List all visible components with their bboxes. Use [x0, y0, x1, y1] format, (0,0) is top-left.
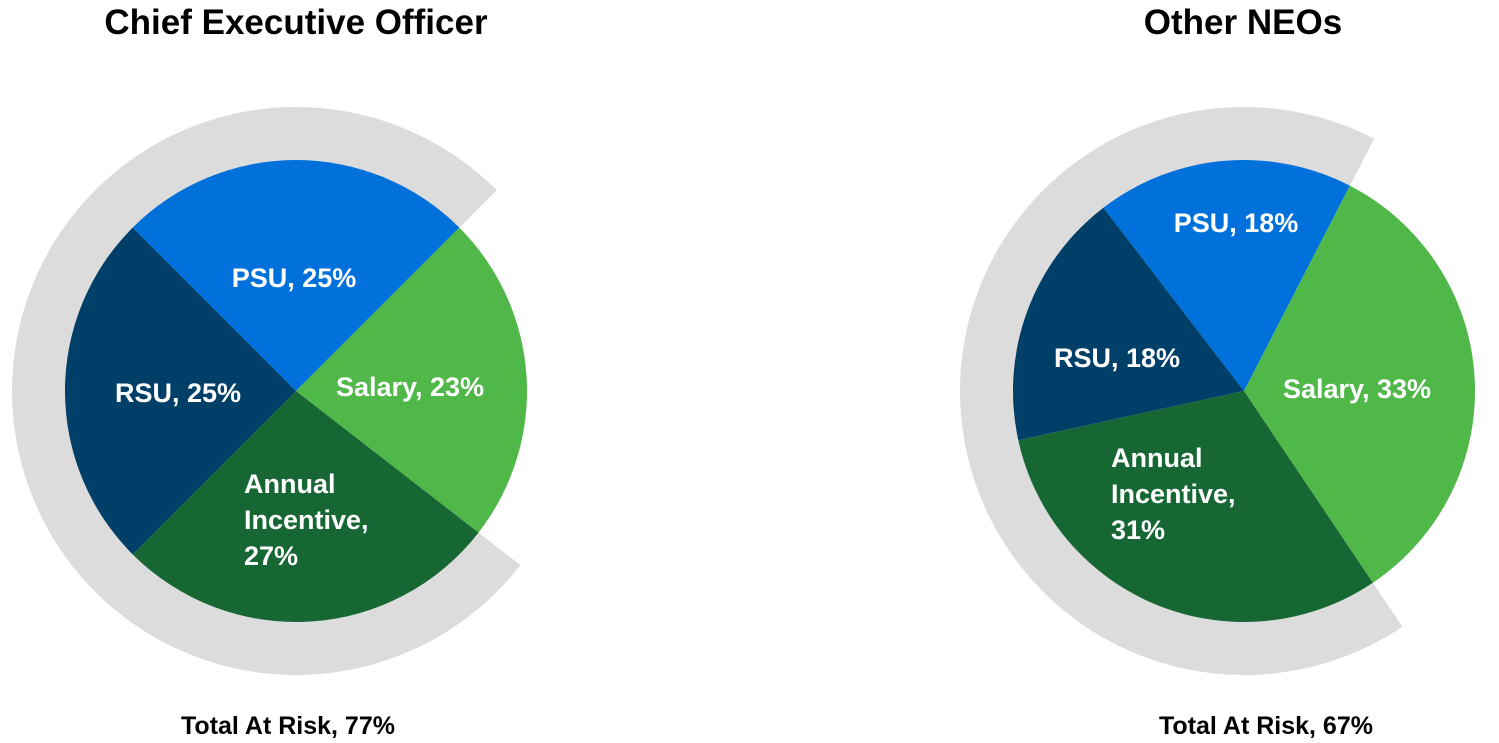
- label-salary: Salary, 23%: [336, 372, 484, 402]
- label-psu: PSU, 25%: [232, 263, 357, 293]
- slice-salary: [296, 227, 527, 533]
- slice-annual-incentive: [132, 391, 479, 623]
- label-rsu: RSU, 25%: [115, 378, 241, 408]
- neo-chart: PSU, 18% Salary, 33% Annual Incentive, 31% RS…: [960, 107, 1475, 676]
- label-psu: PSU, 18%: [1174, 208, 1299, 238]
- label-line: Incentive,: [1111, 479, 1236, 509]
- slice-psu: [132, 160, 460, 391]
- neo-chart-title: Other NEOs: [1144, 3, 1342, 42]
- slice-rsu: [1013, 207, 1244, 441]
- label-rsu: RSU, 18%: [1054, 343, 1180, 373]
- label-annual-incentive: Annual Incentive, 31%: [1111, 443, 1236, 545]
- ceo-chart: PSU, 25% Salary, 23% Annual Incentive, 27% RS…: [11, 106, 527, 675]
- neo-total-at-risk: Total At Risk, 67%: [1159, 712, 1373, 740]
- slice-salary: [1244, 185, 1475, 583]
- label-salary: Salary, 33%: [1283, 374, 1431, 404]
- label-line: 31%: [1111, 515, 1165, 545]
- label-line: Incentive,: [244, 505, 369, 535]
- at-risk-ring: [960, 107, 1403, 676]
- ceo-total-at-risk: Total At Risk, 77%: [181, 712, 395, 740]
- slice-psu: [1103, 160, 1350, 391]
- label-line: Annual: [1111, 443, 1203, 473]
- ceo-chart-title: Chief Executive Officer: [104, 3, 488, 42]
- slice-rsu: [65, 227, 297, 555]
- label-annual-incentive: Annual Incentive, 27%: [244, 469, 369, 571]
- label-line: Annual: [244, 469, 336, 499]
- label-line: 27%: [244, 541, 298, 571]
- slice-annual-incentive: [1018, 391, 1373, 622]
